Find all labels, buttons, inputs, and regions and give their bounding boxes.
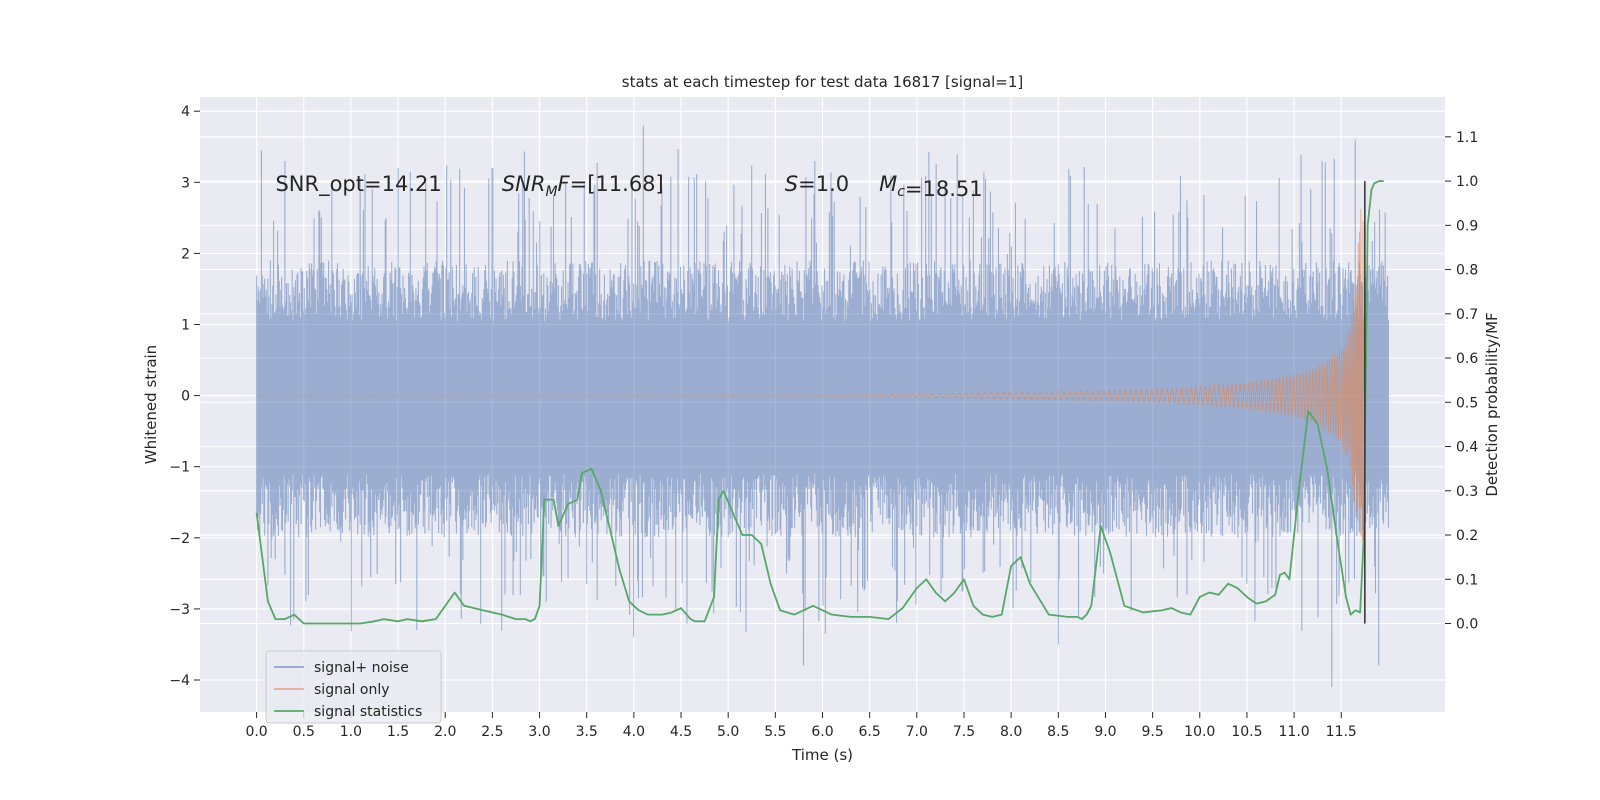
x-axis-label: Time (s) <box>791 746 853 764</box>
x-tick-label: 4.5 <box>670 724 692 740</box>
x-tick-label: 10.0 <box>1184 724 1215 740</box>
annotation-text: SNR_opt=14.21 <box>275 172 441 197</box>
x-tick-label: 3.0 <box>528 724 550 740</box>
y-tick-label: 2 <box>181 246 190 262</box>
series-signal-only <box>256 209 1389 541</box>
legend-label: signal statistics <box>314 704 422 720</box>
y-tick-label: 0 <box>181 389 190 405</box>
legend-label: signal only <box>314 682 389 698</box>
legend-box <box>265 650 442 724</box>
right-tick-label: 0.7 <box>1456 307 1478 323</box>
y-tick-label: −1 <box>169 460 190 476</box>
y-axis-label: Whitened strain <box>142 345 160 464</box>
annotation-text: SNRMF=[11.68] <box>502 172 664 200</box>
right-tick-label: 0.3 <box>1456 484 1478 500</box>
annotations: SNR_opt=14.21 SNRMF=[11.68] S=1.0 Mc=18.51 <box>275 172 982 201</box>
x-tick-label: 5.5 <box>764 724 786 740</box>
x-tick-label: 4.0 <box>623 724 645 740</box>
right-axis-ticks: 0.0 0.1 0.2 0.3 0.4 0.5 0.6 0.7 0.8 0.9 1.0 1.1 <box>1445 130 1478 633</box>
signal-statistics-line <box>255 180 1384 625</box>
y-tick-label: −2 <box>169 531 190 547</box>
annotation-text: Mc=18.51 <box>879 172 983 201</box>
x-tick-label: 10.5 <box>1231 724 1262 740</box>
right-tick-label: 0.8 <box>1456 263 1478 279</box>
x-tick-label: 11.5 <box>1326 724 1357 740</box>
legend: signal+ noise signal only signal statistic… <box>265 650 442 724</box>
x-axis-ticks: 0.0 0.5 1.0 1.5 2.0 2.5 3.0 3.5 4.0 4.5 5.0 5.5 6.0 6… <box>245 712 1357 740</box>
y-tick-label: 4 <box>181 104 190 120</box>
x-tick-label: 9.5 <box>1141 724 1163 740</box>
annotation-text: S=1.0 <box>785 172 849 196</box>
right-tick-label: 0.5 <box>1456 395 1478 411</box>
y-tick-label: 3 <box>181 175 190 191</box>
right-tick-label: 1.0 <box>1456 174 1478 190</box>
x-tick-label: 9.0 <box>1094 724 1116 740</box>
signal-only-line <box>256 209 1389 541</box>
right-tick-label: 0.1 <box>1456 572 1478 588</box>
x-tick-label: 0.5 <box>293 724 315 740</box>
x-tick-label: 7.0 <box>906 724 928 740</box>
series-signal-statistics <box>255 180 1384 625</box>
x-tick-label: 3.5 <box>576 724 598 740</box>
x-tick-label: 0.0 <box>245 724 267 740</box>
y-axis-ticks: −4 −3 −2 −1 0 1 2 3 4 <box>169 104 200 689</box>
x-tick-label: 8.5 <box>1047 724 1069 740</box>
right-tick-label: 1.1 <box>1456 130 1478 146</box>
y-tick-label: −3 <box>169 602 190 618</box>
x-tick-label: 5.0 <box>717 724 739 740</box>
legend-items: signal+ noise signal only signal statistic… <box>274 660 422 720</box>
right-tick-label: 0.2 <box>1456 528 1478 544</box>
right-axis-label: Detection probability/MF <box>1483 312 1501 496</box>
x-tick-label: 1.5 <box>387 724 409 740</box>
right-tick-label: 0.4 <box>1456 440 1478 456</box>
legend-label: signal+ noise <box>314 660 409 676</box>
x-tick-label: 11.0 <box>1279 724 1310 740</box>
x-tick-label: 6.5 <box>859 724 881 740</box>
right-tick-label: 0.9 <box>1456 218 1478 234</box>
y-tick-label: 1 <box>181 318 190 334</box>
x-tick-label: 8.0 <box>1000 724 1022 740</box>
x-tick-label: 2.0 <box>434 724 456 740</box>
x-tick-label: 7.5 <box>953 724 975 740</box>
x-tick-label: 2.5 <box>481 724 503 740</box>
chart-title: stats at each timestep for test data 168… <box>622 73 1023 91</box>
right-tick-label: 0.0 <box>1456 617 1478 633</box>
y-tick-label: −4 <box>169 673 190 689</box>
x-tick-label: 1.0 <box>340 724 362 740</box>
x-tick-label: 6.0 <box>811 724 833 740</box>
right-tick-label: 0.6 <box>1456 351 1478 367</box>
